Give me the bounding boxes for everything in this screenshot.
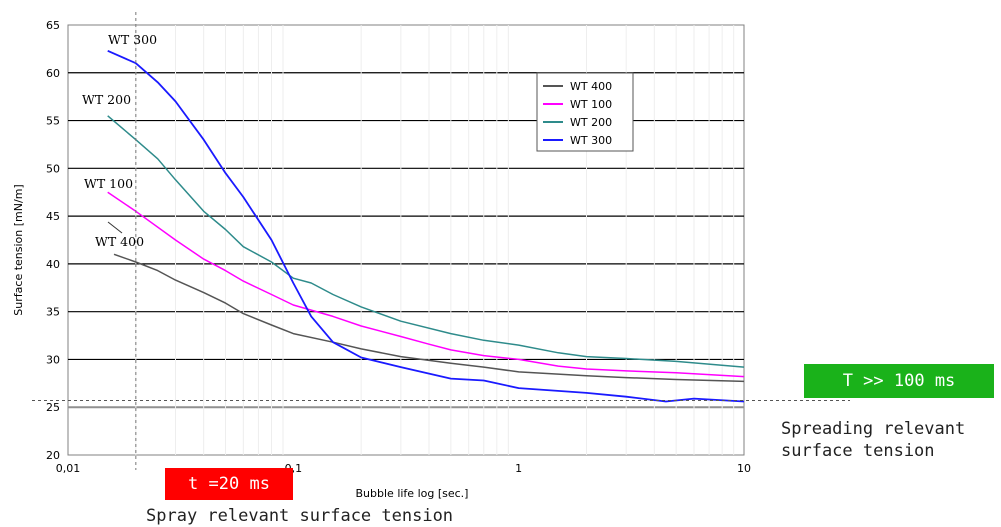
x-tick-10: 10: [737, 462, 751, 475]
legend-entry-wt-400: WT 400: [570, 80, 612, 93]
t-20ms-callout: t =20 ms: [165, 468, 293, 500]
y-tick-65: 65: [46, 19, 60, 32]
spread-caption: Spreading relevant surface tension: [781, 418, 965, 462]
series-labels: WT 300 WT 200 WT 100 WT 400: [82, 32, 157, 249]
y-tick-20: 20: [46, 449, 60, 462]
guide-lines: [32, 12, 850, 470]
spread-caption-line1: Spreading relevant: [781, 419, 966, 439]
y-tick-35: 35: [46, 306, 60, 319]
x-tick-1: 1: [515, 462, 522, 475]
legend: WT 400 WT 100 WT 200 WT 300: [536, 72, 634, 152]
y-tick-60: 60: [46, 67, 60, 80]
series-label-wt-400: WT 400: [95, 234, 144, 249]
series-line-wt-100: [107, 191, 745, 378]
y-tick-labels: 20 25 30 35 40 45 50 55 60 65: [46, 19, 60, 462]
series-line-wt-300: [107, 49, 745, 403]
y-tick-45: 45: [46, 210, 60, 223]
y-tick-30: 30: [46, 353, 60, 366]
spray-caption: Spray relevant surface tension: [146, 506, 454, 526]
series-label-wt-200: WT 200: [82, 92, 131, 107]
x-tick-labels: 0,01 0,1 1 10: [56, 462, 751, 475]
series-line-wt-200: [107, 115, 745, 368]
plot-area: [67, 24, 745, 456]
series-label-wt-300: WT 300: [108, 32, 157, 47]
y-tick-55: 55: [46, 115, 60, 128]
spread-caption-line2: surface tension: [781, 441, 935, 461]
y-tick-25: 25: [46, 401, 60, 414]
legend-entry-wt-100: WT 100: [570, 98, 612, 111]
legend-entry-wt-200: WT 200: [570, 116, 612, 129]
series-label-wt-100: WT 100: [84, 176, 133, 191]
x-tick-0,01: 0,01: [56, 462, 81, 475]
y-axis-label: Surface tension [mN/m]: [12, 184, 25, 315]
y-tick-50: 50: [46, 162, 60, 175]
wt400-leader-line: [107, 221, 123, 234]
t-100ms-callout: T >> 100 ms: [804, 364, 994, 398]
y-tick-40: 40: [46, 258, 60, 271]
x-axis-label: Bubble life log [sec.]: [356, 487, 469, 500]
series-lines: [107, 49, 745, 403]
legend-entry-wt-300: WT 300: [570, 134, 612, 147]
